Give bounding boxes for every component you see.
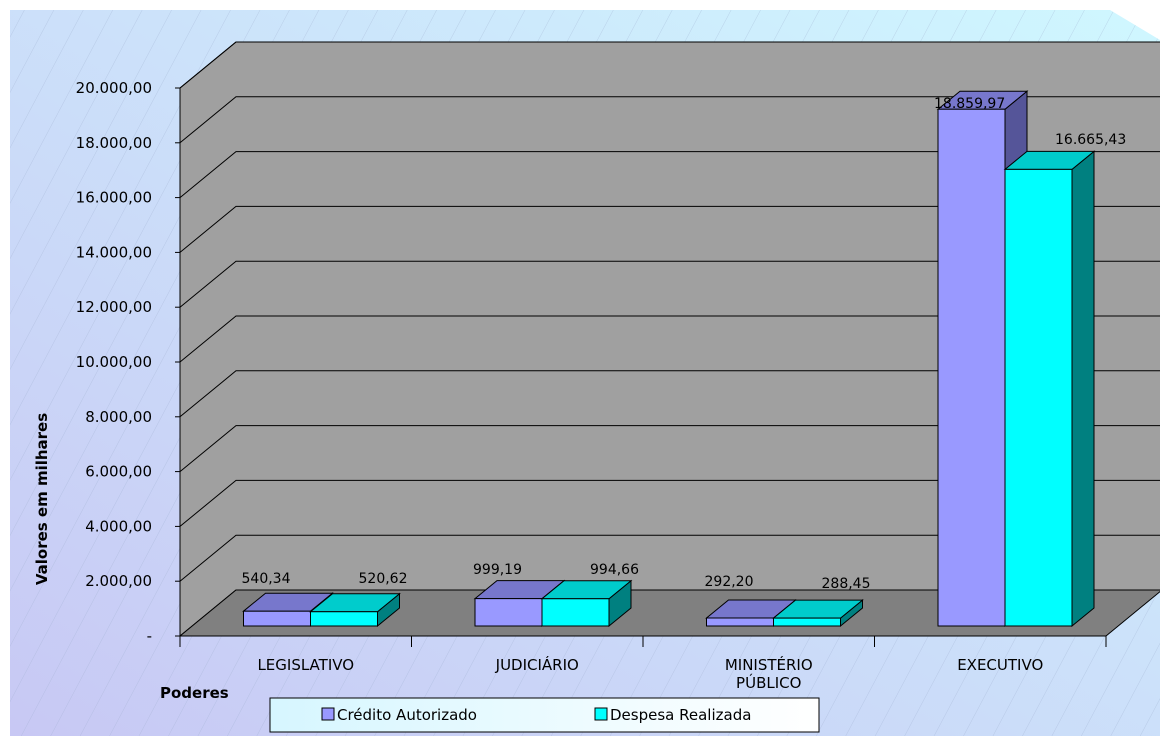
x-tick-label: PÚBLICO — [736, 673, 801, 692]
gridline — [179, 370, 1160, 418]
gridline — [179, 205, 1160, 253]
gridline — [179, 260, 1160, 308]
bar-side — [1071, 150, 1095, 628]
gridline — [179, 151, 1160, 198]
legend-swatch — [321, 707, 335, 721]
bar — [772, 599, 864, 628]
data-label: 292,20 — [705, 574, 754, 590]
y-tick-label: - — [147, 627, 152, 645]
y-tick-label: 16.000,00 — [76, 189, 152, 207]
bar — [242, 592, 334, 628]
gridline — [179, 479, 1160, 527]
gridline — [179, 41, 1160, 89]
data-label: 520,62 — [359, 571, 408, 587]
data-label: 994,66 — [590, 562, 639, 578]
x-tick-label: LEGISLATIVO — [257, 656, 354, 674]
y-tick-label: 10.000,00 — [76, 353, 152, 371]
gridline — [179, 534, 1160, 582]
x-axis-title: Poderes — [160, 684, 229, 702]
legend-box — [269, 697, 820, 733]
y-tick-label: 8.000,00 — [85, 408, 152, 426]
data-label: 16.665,43 — [1055, 132, 1126, 148]
data-label: 288,45 — [822, 576, 871, 592]
bar-front — [1004, 168, 1073, 627]
data-label: 999,19 — [473, 562, 522, 578]
legend-label: Despesa Realizada — [610, 706, 751, 724]
x-tick-label: EXECUTIVO — [957, 656, 1043, 674]
y-axis-title: Valores em milhares — [33, 413, 51, 585]
bar-front — [310, 611, 378, 627]
y-tick-label: 2.000,00 — [85, 572, 152, 590]
bar-front — [937, 108, 1006, 627]
legend-label: Crédito Autorizado — [337, 706, 477, 724]
data-label: 540,34 — [242, 571, 291, 587]
gridline — [179, 96, 1160, 144]
bar-front — [773, 617, 841, 627]
bar — [309, 592, 401, 628]
bar-front — [706, 617, 774, 627]
y-tick-label: 20.000,00 — [76, 79, 152, 97]
bar-front — [243, 610, 311, 627]
x-tick-label: JUDICIÁRIO — [495, 655, 579, 674]
y-tick-label: 6.000,00 — [85, 463, 152, 481]
bar-front — [541, 598, 610, 627]
y-tick-label: 18.000,00 — [76, 134, 152, 152]
x-tick-label: MINISTÉRIO — [725, 655, 813, 674]
bar — [540, 579, 633, 628]
bar-front — [474, 598, 543, 627]
y-tick-label: 12.000,00 — [76, 298, 152, 316]
floor — [178, 589, 1160, 637]
data-label: 18.859,97 — [934, 96, 1005, 112]
y-tick-label: 4.000,00 — [85, 517, 152, 535]
bar — [1003, 150, 1096, 628]
legend-swatch — [594, 707, 608, 721]
gridline — [179, 315, 1160, 363]
gridline — [179, 425, 1160, 472]
y-tick-label: 14.000,00 — [76, 243, 152, 261]
